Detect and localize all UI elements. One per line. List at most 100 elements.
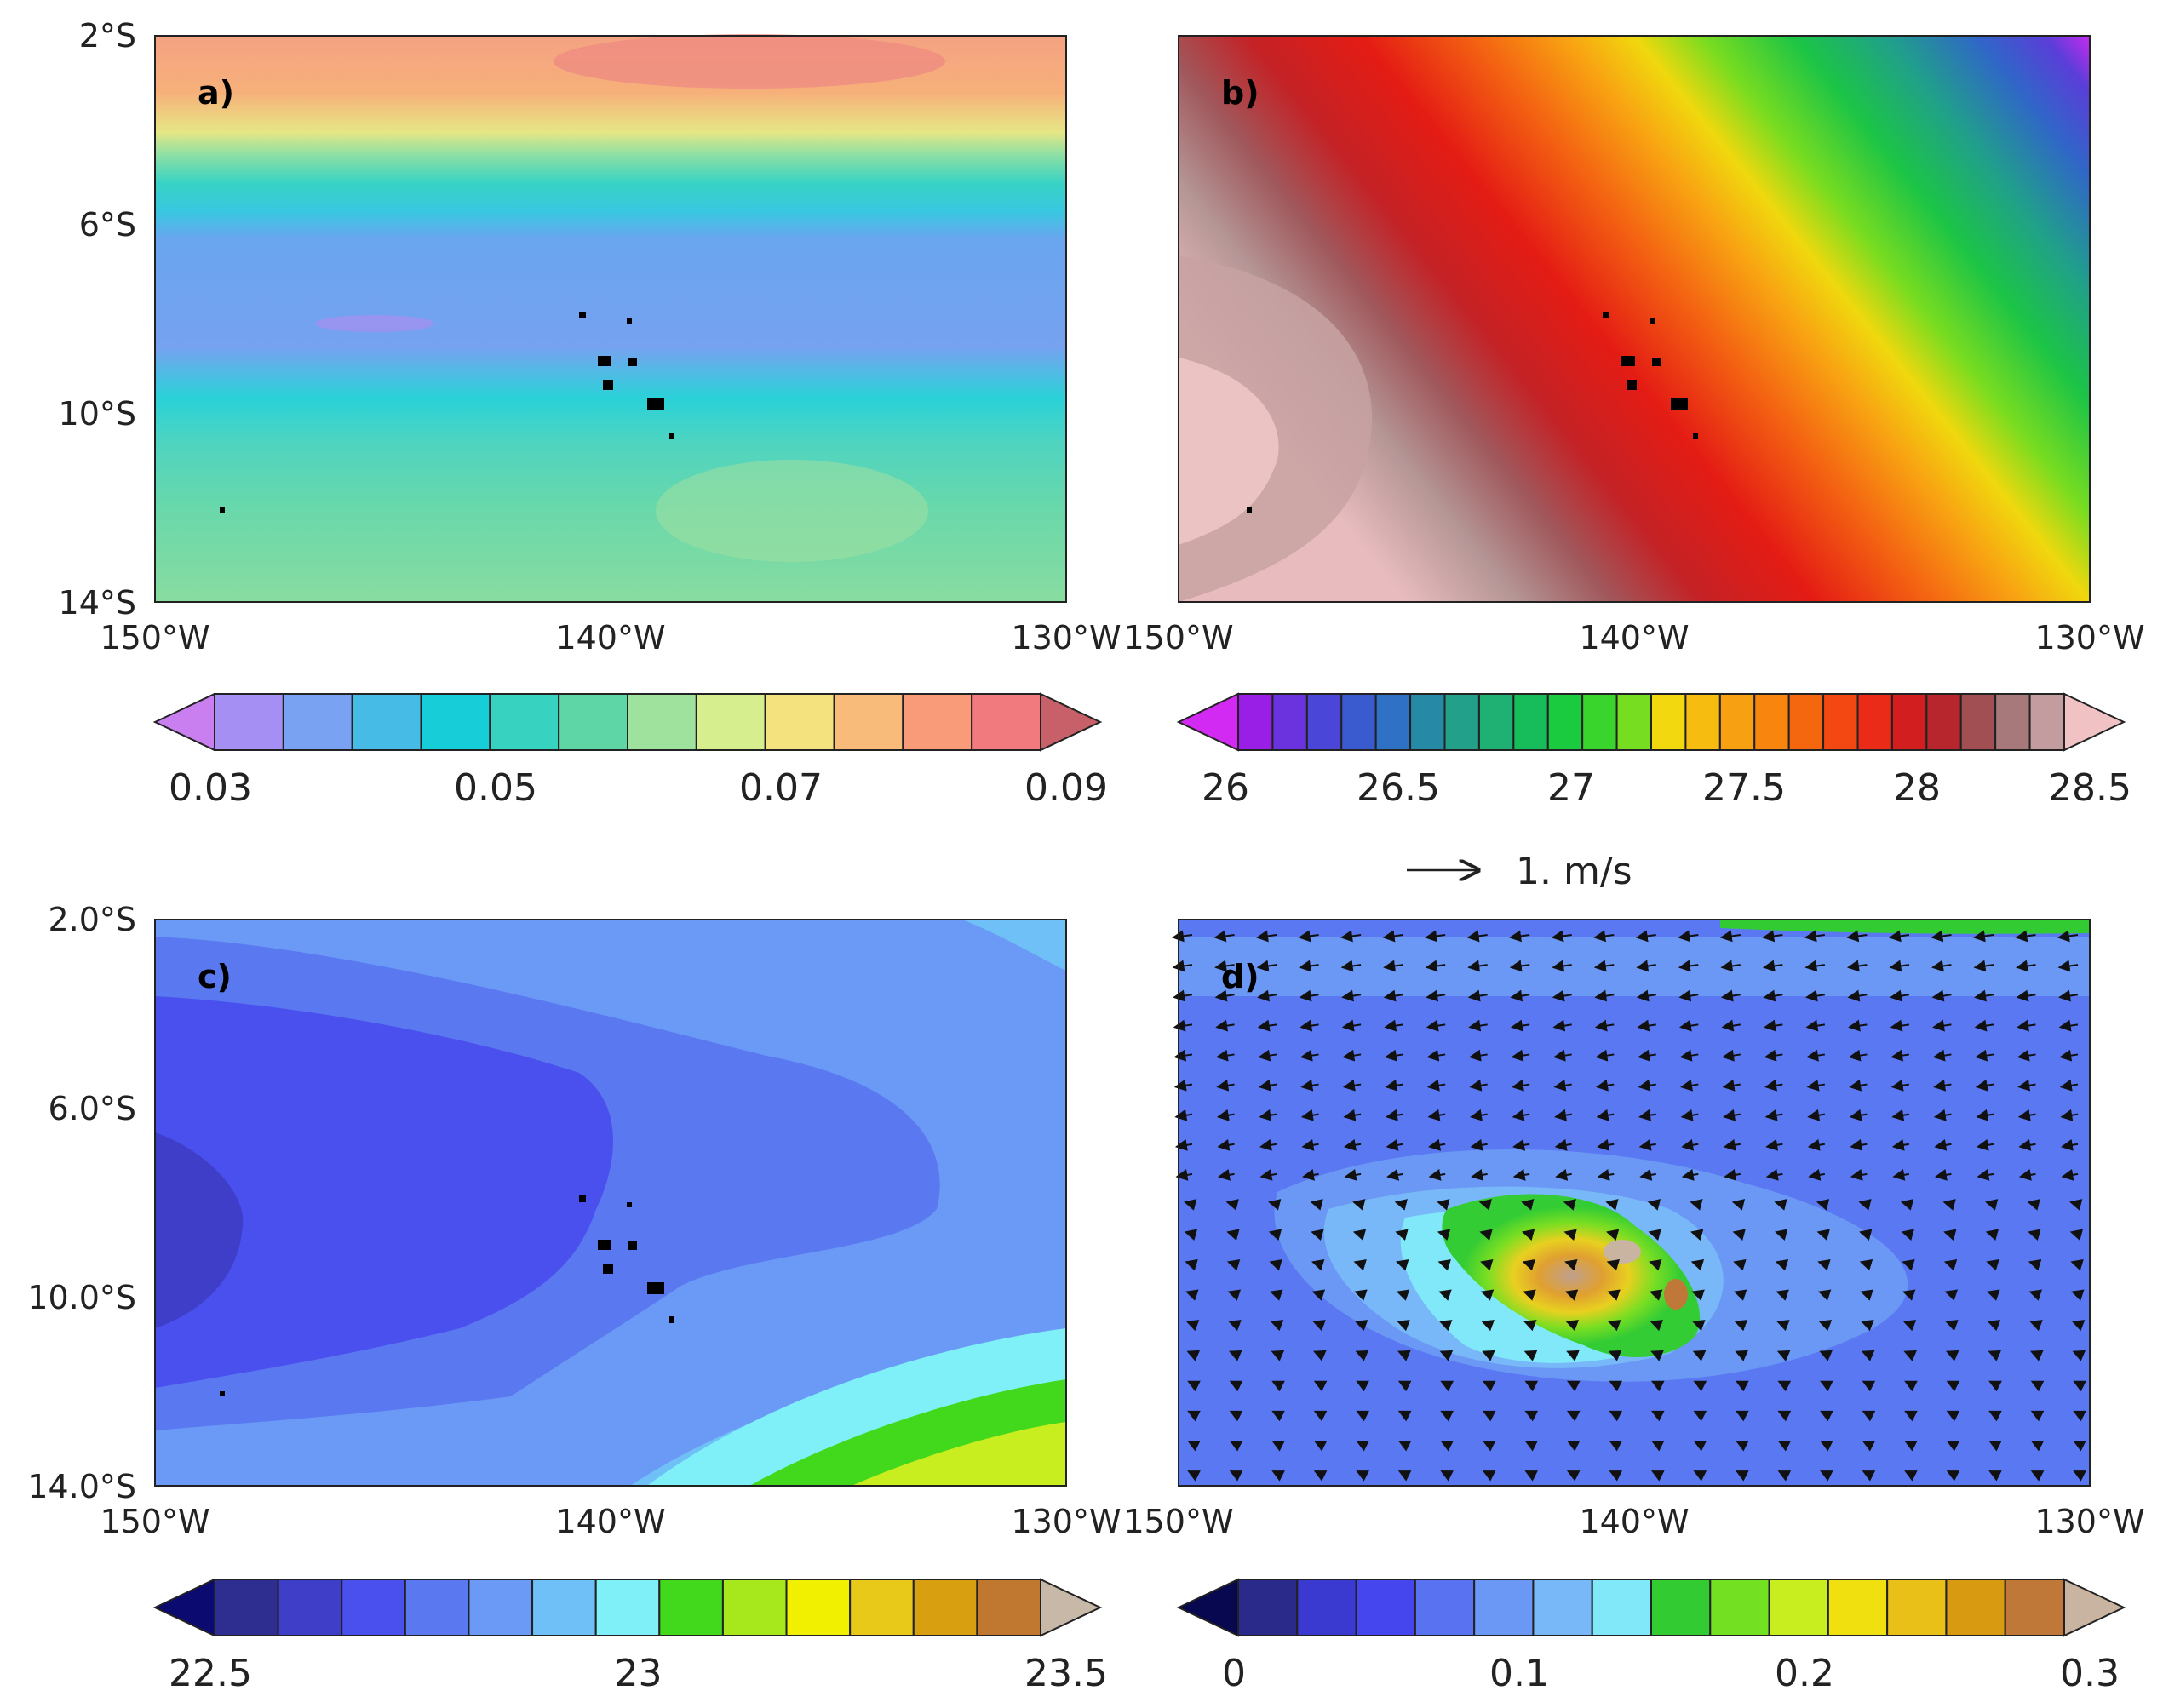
panel-a: a) 2°S 6°S 10°S 14°S 150°W 140°W 130°W 0…: [59, 17, 1122, 810]
wind-vector: [2027, 1199, 2040, 1211]
colorbar-tick-label: 22.5: [169, 1652, 252, 1695]
wind-vector: [1214, 960, 1235, 972]
lat-tick: 14.0°S: [27, 1468, 136, 1505]
colorbar-b: 26 26.5 27 27.5 28 28.5: [1176, 692, 2131, 810]
wind-vector: [1817, 1289, 1832, 1301]
wind-vector: [1563, 1199, 1577, 1211]
wind-vector: [1521, 1199, 1535, 1211]
wind-vector: [1638, 1079, 1656, 1092]
colorbar-extend-high: [2063, 1578, 2126, 1637]
panel-c-frame: [154, 919, 1067, 1487]
wind-vector: [1692, 1320, 1706, 1332]
wind-vector: [1806, 1049, 1826, 1062]
wind-vector: [1479, 1229, 1493, 1241]
wind-vector: [1736, 1470, 1749, 1482]
wind-vector: [1313, 1380, 1328, 1392]
wind-vector: [1175, 1168, 1193, 1181]
wind-vector: [1943, 1229, 1957, 1241]
wind-vector: [1271, 1350, 1285, 1361]
wind-vector: [1681, 1168, 1699, 1181]
wind-vector: [1891, 1138, 1910, 1151]
panel-label: c): [198, 958, 232, 995]
wind-vector: [1552, 989, 1572, 1002]
lat-tick: 6.0°S: [48, 1090, 136, 1127]
wind-vector: [1976, 1109, 1994, 1121]
wind-vector: [1268, 1199, 1282, 1211]
wind-vector: [1353, 1258, 1367, 1271]
wind-vector: [1901, 1229, 1914, 1241]
wind-vector: [2028, 1229, 2041, 1241]
lat-tick: 2.0°S: [48, 901, 136, 938]
wind-vector: [1271, 1440, 1285, 1452]
panel-b-warm-core: [1179, 358, 1279, 545]
wind-vector: [1764, 1049, 1783, 1062]
wind-vector: [1425, 930, 1446, 943]
colorbar-tick-label: 23.5: [1024, 1652, 1108, 1695]
wind-vector: [1270, 1289, 1283, 1301]
colorbar-box: [1271, 693, 1308, 751]
wind-vector: [1356, 1470, 1369, 1482]
wind-vector: [1385, 1109, 1403, 1121]
wind-vector: [1723, 1138, 1741, 1151]
lon-tick: 150°W: [100, 1503, 209, 1540]
colorbar-box: [1305, 693, 1343, 751]
wind-vector: [1300, 1079, 1319, 1092]
colorbar-box: [721, 1579, 788, 1636]
colorbar-box: [1994, 693, 2031, 751]
wind-vector: [1258, 1079, 1277, 1092]
lat-tick: 10°S: [59, 395, 136, 433]
colorbar-extend-low: [1176, 1578, 1239, 1637]
wind-vector: [1608, 1350, 1622, 1361]
panel-c-band-22.6: [155, 1132, 244, 1328]
wind-vector: [1678, 1019, 1699, 1032]
wind-vector: [2030, 1440, 2045, 1452]
colorbar-box: [1546, 693, 1584, 751]
wind-vector: [1890, 1049, 1910, 1062]
wind-vector: [1690, 1229, 1704, 1241]
wind-vector: [1439, 1350, 1454, 1361]
wind-vector: [1946, 1410, 1960, 1422]
wind-vector: [2057, 930, 2079, 943]
wind-vector: [1440, 1380, 1454, 1392]
wind-vector: [1636, 960, 1656, 972]
lon-tick: 140°W: [555, 619, 665, 656]
wind-vector: [1647, 1199, 1661, 1211]
wind-vector: [1524, 1380, 1539, 1392]
lon-tick: 140°W: [1579, 619, 1689, 656]
wind-vector: [1257, 989, 1277, 1002]
colorbar-box: [1296, 1579, 1357, 1636]
wind-vector: [1859, 1258, 1873, 1271]
wind-vector: [1861, 1320, 1874, 1332]
wind-vector: [1850, 1168, 1868, 1181]
wind-vector: [1724, 1168, 1741, 1181]
wind-vector: [1723, 1109, 1741, 1121]
wind-vector: [1396, 1289, 1410, 1301]
marquesas-islands: [1247, 312, 1698, 513]
wind-vector: [1313, 1350, 1327, 1361]
wind-vector: [1217, 1168, 1235, 1181]
colorbar-extend-high: [1040, 1578, 1103, 1637]
wind-vector: [1692, 1350, 1707, 1361]
colorbar-box: [1753, 693, 1790, 751]
panel-d-peak: [1664, 1279, 1688, 1310]
wind-vector: [2071, 1289, 2085, 1301]
lon-tick: 150°W: [1123, 619, 1233, 656]
wind-vector: [1638, 1049, 1656, 1062]
colorbar-tick-label: 0.05: [454, 766, 537, 810]
wind-vector: [1270, 1320, 1284, 1332]
wind-vector: [1512, 1168, 1530, 1181]
wind-vector: [1609, 1380, 1623, 1392]
wind-vector: [1522, 1258, 1536, 1271]
colorbar-box: [1945, 1579, 2006, 1636]
wind-vector: [1511, 1079, 1530, 1092]
lon-tick: 130°W: [1011, 1503, 1121, 1540]
wind-vector: [1482, 1350, 1495, 1361]
wind-vector: [2017, 1049, 2036, 1062]
wind-vector: [1300, 1019, 1319, 1032]
wind-vector: [1344, 1138, 1362, 1151]
wind-vector: [1341, 1019, 1362, 1032]
wind-vector: [1469, 1079, 1488, 1092]
colorbar-tick-label: 26: [1202, 766, 1249, 810]
wind-vector: [1944, 1289, 1959, 1301]
wind-vector: [2070, 1258, 2084, 1271]
